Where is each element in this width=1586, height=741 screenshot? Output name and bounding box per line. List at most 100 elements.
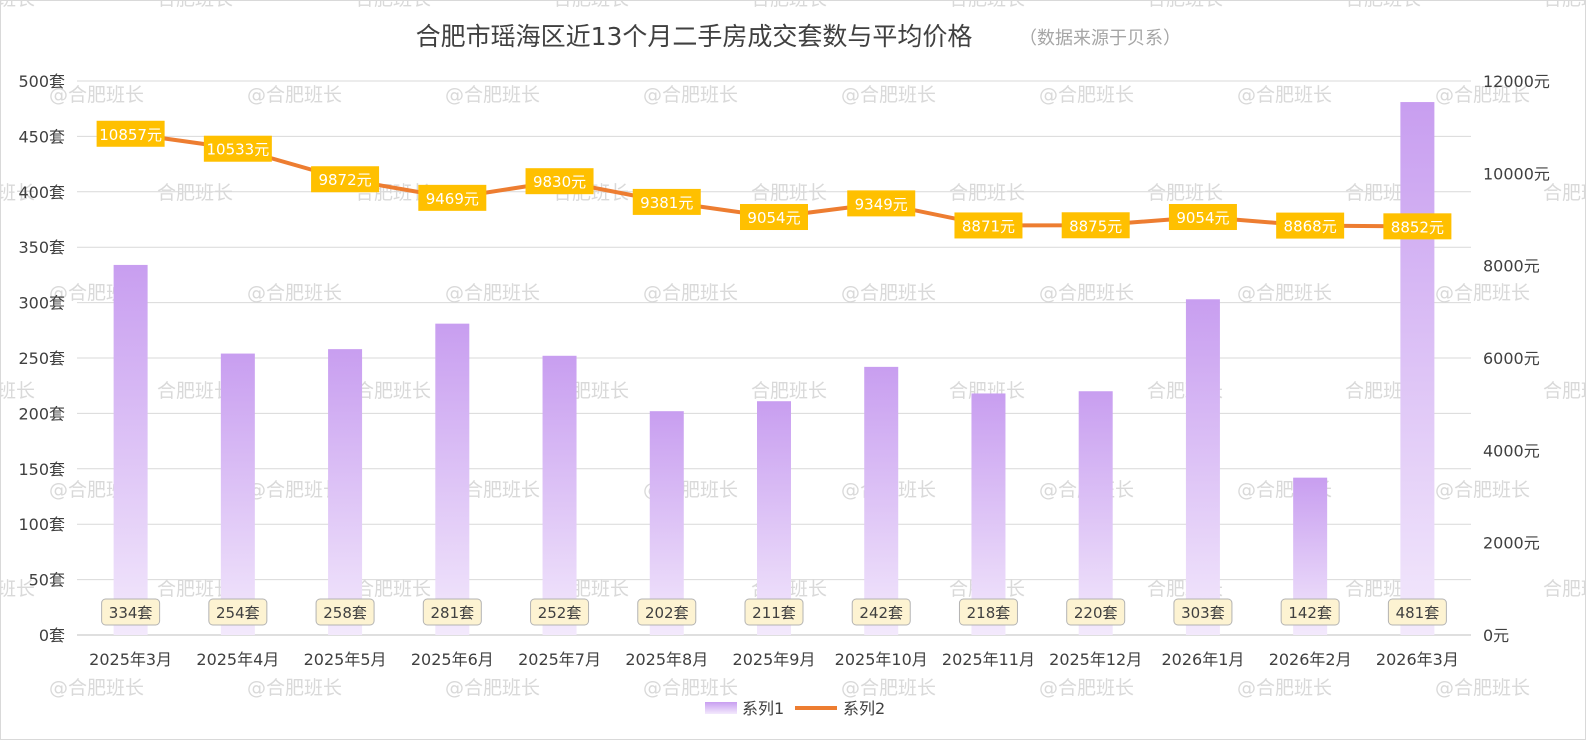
watermark-text: 合肥班长: [553, 1, 629, 10]
legend: 系列1 系列2: [705, 699, 885, 718]
line-data-label: 9054元: [747, 209, 800, 227]
line-data-label: 10533元: [206, 141, 269, 159]
watermark-text: @合肥班长: [1435, 479, 1530, 501]
x-tick-label: 2025年10月: [835, 650, 928, 669]
bar-data-label: 202套: [645, 604, 689, 622]
y-left-tick-label: 0套: [39, 626, 65, 645]
bar-data-label: 254套: [216, 604, 260, 622]
watermark-text: 合肥班长: [949, 1, 1025, 10]
watermark-text: 合肥班长: [1, 182, 35, 204]
watermark-text: @合肥班长: [1039, 282, 1134, 304]
watermark-text: @合肥班长: [841, 84, 936, 106]
bar-data-label: 220套: [1074, 604, 1118, 622]
bar-data-label-box: [1066, 598, 1126, 626]
line-data-label: 9381元: [640, 194, 693, 212]
bar-data-label-box: [101, 598, 161, 626]
y-right-tick-label: 4000元: [1483, 441, 1540, 460]
watermark-text: @合肥班长: [445, 677, 540, 699]
bar: [1400, 102, 1435, 635]
watermark-text: @合肥班长: [1435, 677, 1530, 699]
bar-data-label: 481套: [1396, 604, 1440, 622]
bar: [971, 393, 1006, 635]
legend-label-series2: 系列2: [843, 699, 885, 718]
bar-data-label: 242套: [859, 604, 903, 622]
x-tick-label: 2025年11月: [942, 650, 1035, 669]
x-tick-label: 2026年2月: [1269, 650, 1352, 669]
y-right-tick-label: 6000元: [1483, 349, 1540, 368]
x-tick-label: 2025年8月: [625, 650, 708, 669]
line-data-label-box: [954, 212, 1023, 239]
bar-data-label-box: [637, 598, 697, 626]
watermark-layer: 合肥班长合肥班长合肥班长合肥班长合肥班长合肥班长合肥班长合肥班长合肥班长合肥班长…: [1, 1, 1586, 699]
watermark-text: @合肥班长: [247, 282, 342, 304]
bar-data-label-box: [208, 598, 268, 626]
x-tick-label: 2025年12月: [1049, 650, 1142, 669]
line-data-label-box: [1383, 213, 1452, 240]
watermark-text: @合肥班长: [643, 84, 738, 106]
x-tick-label: 2025年9月: [733, 650, 816, 669]
watermark-text: 合肥班长: [1, 1, 35, 10]
bar: [542, 355, 577, 635]
bar-data-label: 142套: [1288, 604, 1332, 622]
watermark-text: 合肥班长: [1147, 182, 1223, 204]
watermark-text: @合肥班长: [247, 677, 342, 699]
watermark-text: @合肥班长: [445, 282, 540, 304]
y-left-tick-label: 500套: [18, 72, 65, 91]
watermark-text: @合肥班长: [841, 677, 936, 699]
bar: [1078, 391, 1113, 635]
bar-data-label-box: [744, 598, 804, 626]
bar: [757, 401, 791, 635]
bar-data-label-box: [530, 598, 590, 626]
watermark-text: 合肥班长: [157, 182, 233, 204]
watermark-text: 合肥班长: [355, 380, 431, 402]
bar: [328, 349, 363, 635]
bar-data-label: 334套: [109, 604, 153, 622]
x-tick-label: 2025年6月: [411, 650, 494, 669]
line-data-label-box: [1061, 212, 1130, 239]
line-data-label-box: [418, 184, 487, 211]
bar: [649, 411, 684, 635]
bar: [864, 366, 899, 635]
chart-subtitle: （数据来源于贝系）: [1019, 28, 1181, 49]
y-left-tick-label: 400套: [18, 183, 65, 202]
y-right-tick-label: 0元: [1483, 626, 1509, 645]
line-data-label-box: [740, 204, 808, 231]
line-data-label-box: [632, 188, 701, 215]
x-tick-label: 2026年3月: [1376, 650, 1459, 669]
bar-series: [113, 102, 1435, 635]
line-data-label: 9349元: [855, 195, 908, 213]
watermark-text: 合肥班长: [355, 1, 431, 10]
watermark-text: 合肥班长: [157, 380, 233, 402]
line-data-label: 9469元: [426, 190, 479, 208]
legend-label-series1: 系列1: [742, 699, 784, 718]
bar: [220, 353, 255, 635]
line-data-label: 8852元: [1391, 218, 1444, 236]
bar-data-label-box: [1280, 598, 1340, 626]
line-data-label-box: [525, 168, 594, 195]
line-data-label: 9872元: [318, 171, 371, 189]
chart-title-group: 合肥市瑶海区近13个月二手房成交套数与平均价格 （数据来源于贝系）: [416, 22, 1181, 51]
watermark-text: @合肥班长: [49, 677, 144, 699]
watermark-text: 合肥班长: [1543, 380, 1586, 402]
y-right-tick-label: 8000元: [1483, 257, 1540, 276]
y-left-tick-label: 250套: [18, 349, 65, 368]
watermark-text: 合肥班长: [751, 1, 827, 10]
line-data-label: 8868元: [1284, 218, 1337, 236]
bar: [113, 264, 148, 635]
bar-data-label: 281套: [430, 604, 474, 622]
x-tick-label: 2025年4月: [196, 650, 279, 669]
bar-data-label: 218套: [967, 604, 1011, 622]
watermark-text: @合肥班长: [1237, 677, 1332, 699]
watermark-text: @合肥班长: [1435, 84, 1530, 106]
x-tick-label: 2025年7月: [518, 650, 601, 669]
watermark-text: 合肥班长: [949, 380, 1025, 402]
watermark-text: @合肥班长: [247, 84, 342, 106]
bar-data-label-box: [1173, 598, 1233, 626]
line-data-label-box: [847, 190, 916, 217]
x-tick-label: 2025年3月: [89, 650, 172, 669]
y-left-tick-label: 450套: [18, 127, 65, 146]
bar-data-label: 252套: [538, 604, 582, 622]
y-left-tick-label: 150套: [18, 460, 65, 479]
watermark-text: @合肥班长: [1039, 84, 1134, 106]
